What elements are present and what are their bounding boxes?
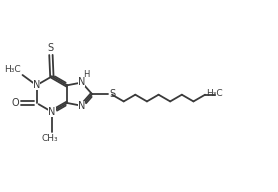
Text: N: N <box>48 107 56 117</box>
Text: S: S <box>109 89 115 99</box>
Text: N: N <box>78 78 85 88</box>
Text: O: O <box>11 98 19 108</box>
Text: H₃C: H₃C <box>207 89 223 98</box>
Text: CH₃: CH₃ <box>41 134 58 143</box>
Text: N: N <box>78 101 85 111</box>
Text: S: S <box>48 43 54 54</box>
Text: H₃C: H₃C <box>4 65 21 74</box>
Text: N: N <box>33 80 40 90</box>
Text: H: H <box>83 70 89 79</box>
